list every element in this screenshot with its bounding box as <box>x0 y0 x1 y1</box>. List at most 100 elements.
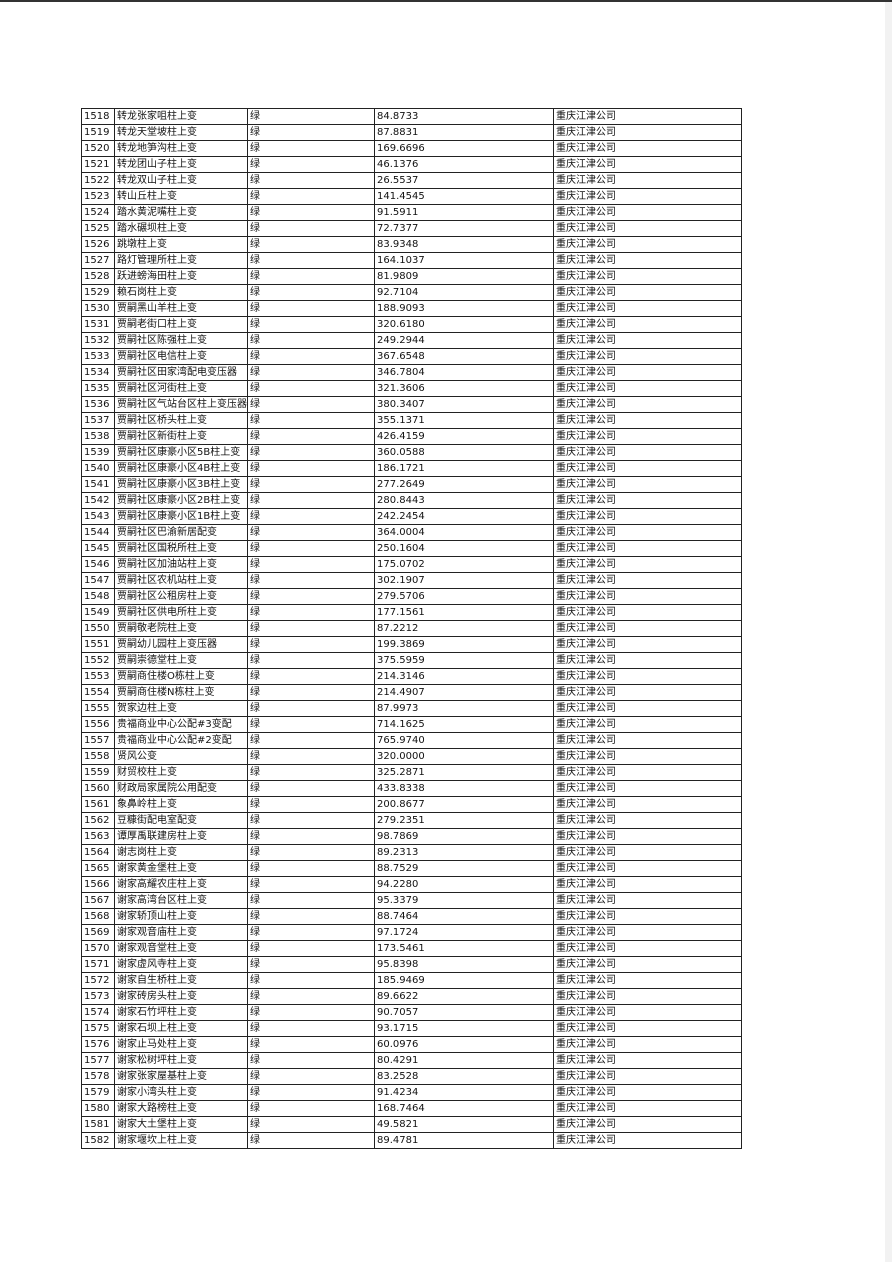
table-row: 1522 转龙双山子柱上变绿 26.5537 重庆江津公司 <box>81 172 742 189</box>
table-row: 1534 贾嗣社区田家湾配电变压器绿 346.7804 重庆江津公司 <box>81 364 742 381</box>
company-cell: 重庆江津公司 <box>553 284 742 301</box>
table-row: 1562 豆糠街配电室配变绿 279.2351 重庆江津公司 <box>81 812 742 829</box>
station-name-cell: 贾嗣社区康豪小区5B柱上变 <box>114 444 248 461</box>
status-cell: 绿 <box>247 844 375 861</box>
company-cell: 重庆江津公司 <box>553 1004 742 1021</box>
status-cell: 绿 <box>247 236 375 253</box>
company-cell: 重庆江津公司 <box>553 524 742 541</box>
value-cell: 94.2280 <box>374 876 554 893</box>
station-name-cell: 贾嗣社区康豪小区2B柱上变 <box>114 492 248 509</box>
station-name-cell: 路灯管理所柱上变 <box>114 252 248 269</box>
value-cell: 89.4781 <box>374 1132 554 1149</box>
station-name-cell: 谢家张家屋基柱上变 <box>114 1068 248 1085</box>
row-number-cell: 1523 <box>81 188 115 205</box>
table-row: 1571 谢家虚风寺柱上变绿 95.8398 重庆江津公司 <box>81 956 742 973</box>
status-cell: 绿 <box>247 716 375 733</box>
station-name-cell: 贾嗣社区陈强柱上变 <box>114 332 248 349</box>
value-cell: 364.0004 <box>374 524 554 541</box>
table-row: 1546 贾嗣社区加油站柱上变绿 175.0702 重庆江津公司 <box>81 556 742 573</box>
company-cell: 重庆江津公司 <box>553 348 742 365</box>
table-row: 1567 谢家高湾台区柱上变绿 95.3379 重庆江津公司 <box>81 892 742 909</box>
status-cell: 绿 <box>247 780 375 797</box>
status-cell: 绿 <box>247 204 375 221</box>
row-number-cell: 1571 <box>81 956 115 973</box>
status-cell: 绿 <box>247 108 375 125</box>
company-cell: 重庆江津公司 <box>553 972 742 989</box>
value-cell: 60.0976 <box>374 1036 554 1053</box>
row-number-cell: 1530 <box>81 300 115 317</box>
station-name-cell: 谢家砖房头柱上变 <box>114 988 248 1005</box>
value-cell: 279.5706 <box>374 588 554 605</box>
company-cell: 重庆江津公司 <box>553 604 742 621</box>
row-number-cell: 1569 <box>81 924 115 941</box>
row-number-cell: 1524 <box>81 204 115 221</box>
value-cell: 97.1724 <box>374 924 554 941</box>
station-name-cell: 贾嗣商住楼O栋柱上变 <box>114 668 248 685</box>
table-row: 1533 贾嗣社区电信柱上变绿 367.6548 重庆江津公司 <box>81 348 742 365</box>
status-cell: 绿 <box>247 156 375 173</box>
row-number-cell: 1519 <box>81 124 115 141</box>
status-cell: 绿 <box>247 748 375 765</box>
row-number-cell: 1554 <box>81 684 115 701</box>
station-name-cell: 财贸校柱上变 <box>114 764 248 781</box>
company-cell: 重庆江津公司 <box>553 716 742 733</box>
table-row: 1570 谢家观音堂柱上变绿 173.5461 重庆江津公司 <box>81 940 742 957</box>
value-cell: 46.1376 <box>374 156 554 173</box>
row-number-cell: 1548 <box>81 588 115 605</box>
company-cell: 重庆江津公司 <box>553 316 742 333</box>
table-row: 1539 贾嗣社区康豪小区5B柱上变绿 360.0588 重庆江津公司 <box>81 444 742 461</box>
company-cell: 重庆江津公司 <box>553 508 742 525</box>
value-cell: 49.5821 <box>374 1116 554 1133</box>
company-cell: 重庆江津公司 <box>553 892 742 909</box>
value-cell: 277.2649 <box>374 476 554 493</box>
table-row: 1532 贾嗣社区陈强柱上变绿 249.2944 重庆江津公司 <box>81 332 742 349</box>
value-cell: 214.4907 <box>374 684 554 701</box>
value-cell: 89.6622 <box>374 988 554 1005</box>
status-cell: 绿 <box>247 668 375 685</box>
table-row: 1558 贤风公变绿 320.0000 重庆江津公司 <box>81 748 742 765</box>
value-cell: 84.8733 <box>374 108 554 125</box>
company-cell: 重庆江津公司 <box>553 476 742 493</box>
company-cell: 重庆江津公司 <box>553 684 742 701</box>
station-name-cell: 贾嗣社区巴渝新居配变 <box>114 524 248 541</box>
row-number-cell: 1533 <box>81 348 115 365</box>
row-number-cell: 1557 <box>81 732 115 749</box>
station-name-cell: 谢家大土堡柱上变 <box>114 1116 248 1133</box>
status-cell: 绿 <box>247 332 375 349</box>
row-number-cell: 1536 <box>81 396 115 413</box>
station-name-cell: 转龙双山子柱上变 <box>114 172 248 189</box>
station-name-cell: 转山丘柱上变 <box>114 188 248 205</box>
status-cell: 绿 <box>247 220 375 237</box>
row-number-cell: 1561 <box>81 796 115 813</box>
value-cell: 80.4291 <box>374 1052 554 1069</box>
value-cell: 302.1907 <box>374 572 554 589</box>
value-cell: 367.6548 <box>374 348 554 365</box>
table-row: 1544 贾嗣社区巴渝新居配变绿 364.0004 重庆江津公司 <box>81 524 742 541</box>
row-number-cell: 1528 <box>81 268 115 285</box>
table-row: 1519 转龙天堂坡柱上变绿 87.8831 重庆江津公司 <box>81 124 742 141</box>
station-name-cell: 贾嗣社区供电所柱上变 <box>114 604 248 621</box>
station-name-cell: 跃进螃海田柱上变 <box>114 268 248 285</box>
table-row: 1521 转龙团山子柱上变绿 46.1376 重庆江津公司 <box>81 156 742 173</box>
table-row: 1538 贾嗣社区新街柱上变绿 426.4159 重庆江津公司 <box>81 428 742 445</box>
company-cell: 重庆江津公司 <box>553 780 742 797</box>
company-cell: 重庆江津公司 <box>553 188 742 205</box>
row-number-cell: 1522 <box>81 172 115 189</box>
station-name-cell: 转龙张家咀柱上变 <box>114 108 248 125</box>
row-number-cell: 1532 <box>81 332 115 349</box>
table-row: 1559 财贸校柱上变绿 325.2871 重庆江津公司 <box>81 764 742 781</box>
status-cell: 绿 <box>247 252 375 269</box>
status-cell: 绿 <box>247 700 375 717</box>
company-cell: 重庆江津公司 <box>553 156 742 173</box>
row-number-cell: 1538 <box>81 428 115 445</box>
company-cell: 重庆江津公司 <box>553 1036 742 1053</box>
value-cell: 81.9809 <box>374 268 554 285</box>
station-name-cell: 谢家大路榜柱上变 <box>114 1100 248 1117</box>
row-number-cell: 1558 <box>81 748 115 765</box>
row-number-cell: 1542 <box>81 492 115 509</box>
table-row: 1525 踏水碾坝柱上变绿 72.7377 重庆江津公司 <box>81 220 742 237</box>
value-cell: 200.8677 <box>374 796 554 813</box>
status-cell: 绿 <box>247 572 375 589</box>
status-cell: 绿 <box>247 732 375 749</box>
row-number-cell: 1570 <box>81 940 115 957</box>
